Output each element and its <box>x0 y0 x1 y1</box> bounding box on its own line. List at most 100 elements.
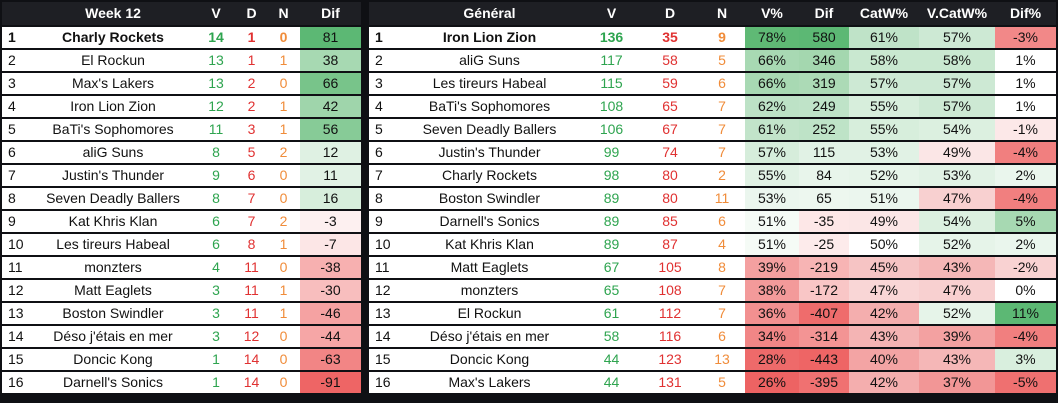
rank-cell: 10 <box>369 233 397 257</box>
wins-cell: 14 <box>196 26 236 50</box>
losses-cell: 35 <box>641 26 699 50</box>
team-name-cell: Doncic Kong <box>397 348 582 372</box>
week-standings-table: Week 12 V D N Dif 1 Charly Rockets 14 1 0 81 2 El R… <box>2 2 361 395</box>
table-row: 5 Seven Deadly Ballers 106 67 7 61% 252 55% 54% -… <box>369 118 1056 142</box>
rank-cell: 12 <box>369 279 397 303</box>
win-pct-cell: 57% <box>745 141 799 165</box>
table-row: 6 aliG Suns 8 5 2 12 <box>2 141 361 165</box>
ties-cell: 7 <box>699 302 745 326</box>
win-pct-cell: 62% <box>745 95 799 119</box>
dif-pct-cell: -3% <box>995 26 1056 50</box>
rank-cell: 2 <box>2 49 30 73</box>
vcatw-pct-cell: 43% <box>919 256 995 280</box>
dif-pct-cell: 1% <box>995 72 1056 96</box>
table-row: 12 Matt Eaglets 3 11 1 -30 <box>2 279 361 303</box>
dif-cell: -30 <box>300 279 361 303</box>
table-row: 16 Max's Lakers 44 131 5 26% -395 42% 37% -5% <box>369 371 1056 395</box>
losses-cell: 59 <box>641 72 699 96</box>
ties-cell: 13 <box>699 348 745 372</box>
table-row: 4 BaTi's Sophomores 108 65 7 62% 249 55% 57% 1% <box>369 95 1056 119</box>
team-name-cell: Justin's Thunder <box>30 164 196 188</box>
losses-cell: 105 <box>641 256 699 280</box>
ties-cell: 1 <box>267 233 300 257</box>
catw-pct-cell: 50% <box>849 233 919 257</box>
vcatw-pct-cell: 54% <box>919 210 995 234</box>
ties-cell: 7 <box>699 279 745 303</box>
team-name-cell: Les tireurs Habeal <box>30 233 196 257</box>
ties-cell: 7 <box>699 141 745 165</box>
wins-cell: 89 <box>582 233 641 257</box>
header-win-pct: V% <box>745 2 799 27</box>
losses-cell: 7 <box>236 187 267 211</box>
catw-pct-cell: 40% <box>849 348 919 372</box>
dif-cell: -46 <box>300 302 361 326</box>
ties-cell: 2 <box>267 141 300 165</box>
wins-cell: 58 <box>582 325 641 349</box>
win-pct-cell: 55% <box>745 164 799 188</box>
vcatw-pct-cell: 47% <box>919 187 995 211</box>
ties-cell: 1 <box>267 95 300 119</box>
table-row: 8 Boston Swindler 89 80 11 53% 65 51% 47% -4% <box>369 187 1056 211</box>
wins-cell: 65 <box>582 279 641 303</box>
dif-pct-cell: 2% <box>995 164 1056 188</box>
losses-cell: 80 <box>641 187 699 211</box>
ties-cell: 6 <box>699 72 745 96</box>
wins-cell: 115 <box>582 72 641 96</box>
win-pct-cell: 34% <box>745 325 799 349</box>
dif-cell: 81 <box>300 26 361 50</box>
rank-cell: 4 <box>2 95 30 119</box>
win-pct-cell: 78% <box>745 26 799 50</box>
ties-cell: 9 <box>699 26 745 50</box>
ties-cell: 0 <box>267 348 300 372</box>
win-pct-cell: 39% <box>745 256 799 280</box>
table-row: 9 Darnell's Sonics 89 85 6 51% -35 49% 54% 5% <box>369 210 1056 234</box>
ties-cell: 0 <box>267 371 300 395</box>
rank-cell: 16 <box>2 371 30 395</box>
ties-cell: 0 <box>267 325 300 349</box>
dif-cell: -38 <box>300 256 361 280</box>
vcatw-pct-cell: 54% <box>919 118 995 142</box>
catw-pct-cell: 58% <box>849 49 919 73</box>
week-table-body: 1 Charly Rockets 14 1 0 81 2 El Rockun 13 1 1 38 3 Ma… <box>2 26 361 395</box>
dif-pct-cell: -1% <box>995 118 1056 142</box>
ties-cell: 7 <box>699 95 745 119</box>
dif-cell: -35 <box>799 210 849 234</box>
vcatw-pct-cell: 37% <box>919 371 995 395</box>
table-row: 13 El Rockun 61 112 7 36% -407 42% 52% 11% <box>369 302 1056 326</box>
header-rank <box>369 2 397 27</box>
win-pct-cell: 51% <box>745 233 799 257</box>
wins-cell: 9 <box>196 164 236 188</box>
team-name-cell: El Rockun <box>30 49 196 73</box>
team-name-cell: Seven Deadly Ballers <box>397 118 582 142</box>
header-vcatw-pct: V.CatW% <box>919 2 995 27</box>
wins-cell: 4 <box>196 256 236 280</box>
general-header-row: Général V D N V% Dif CatW% V.CatW% Dif% <box>369 2 1056 27</box>
dif-cell: -3 <box>300 210 361 234</box>
wins-cell: 67 <box>582 256 641 280</box>
losses-cell: 6 <box>236 164 267 188</box>
vcatw-pct-cell: 52% <box>919 233 995 257</box>
losses-cell: 116 <box>641 325 699 349</box>
wins-cell: 3 <box>196 279 236 303</box>
win-pct-cell: 66% <box>745 72 799 96</box>
team-name-cell: Déso j'étais en mer <box>30 325 196 349</box>
ties-cell: 8 <box>699 256 745 280</box>
catw-pct-cell: 53% <box>849 141 919 165</box>
losses-cell: 131 <box>641 371 699 395</box>
table-row: 8 Seven Deadly Ballers 8 7 0 16 <box>2 187 361 211</box>
ties-cell: 2 <box>267 210 300 234</box>
dif-pct-cell: 3% <box>995 348 1056 372</box>
win-pct-cell: 36% <box>745 302 799 326</box>
dif-pct-cell: -4% <box>995 325 1056 349</box>
wins-cell: 89 <box>582 187 641 211</box>
general-standings-table: Général V D N V% Dif CatW% V.CatW% Dif% 1 Iron Li… <box>369 2 1056 395</box>
dif-cell: 38 <box>300 49 361 73</box>
rank-cell: 14 <box>2 325 30 349</box>
dif-cell: 252 <box>799 118 849 142</box>
rank-cell: 1 <box>369 26 397 50</box>
ties-cell: 1 <box>267 279 300 303</box>
losses-cell: 11 <box>236 256 267 280</box>
rank-cell: 3 <box>369 72 397 96</box>
catw-pct-cell: 51% <box>849 187 919 211</box>
team-name-cell: Charly Rockets <box>397 164 582 188</box>
